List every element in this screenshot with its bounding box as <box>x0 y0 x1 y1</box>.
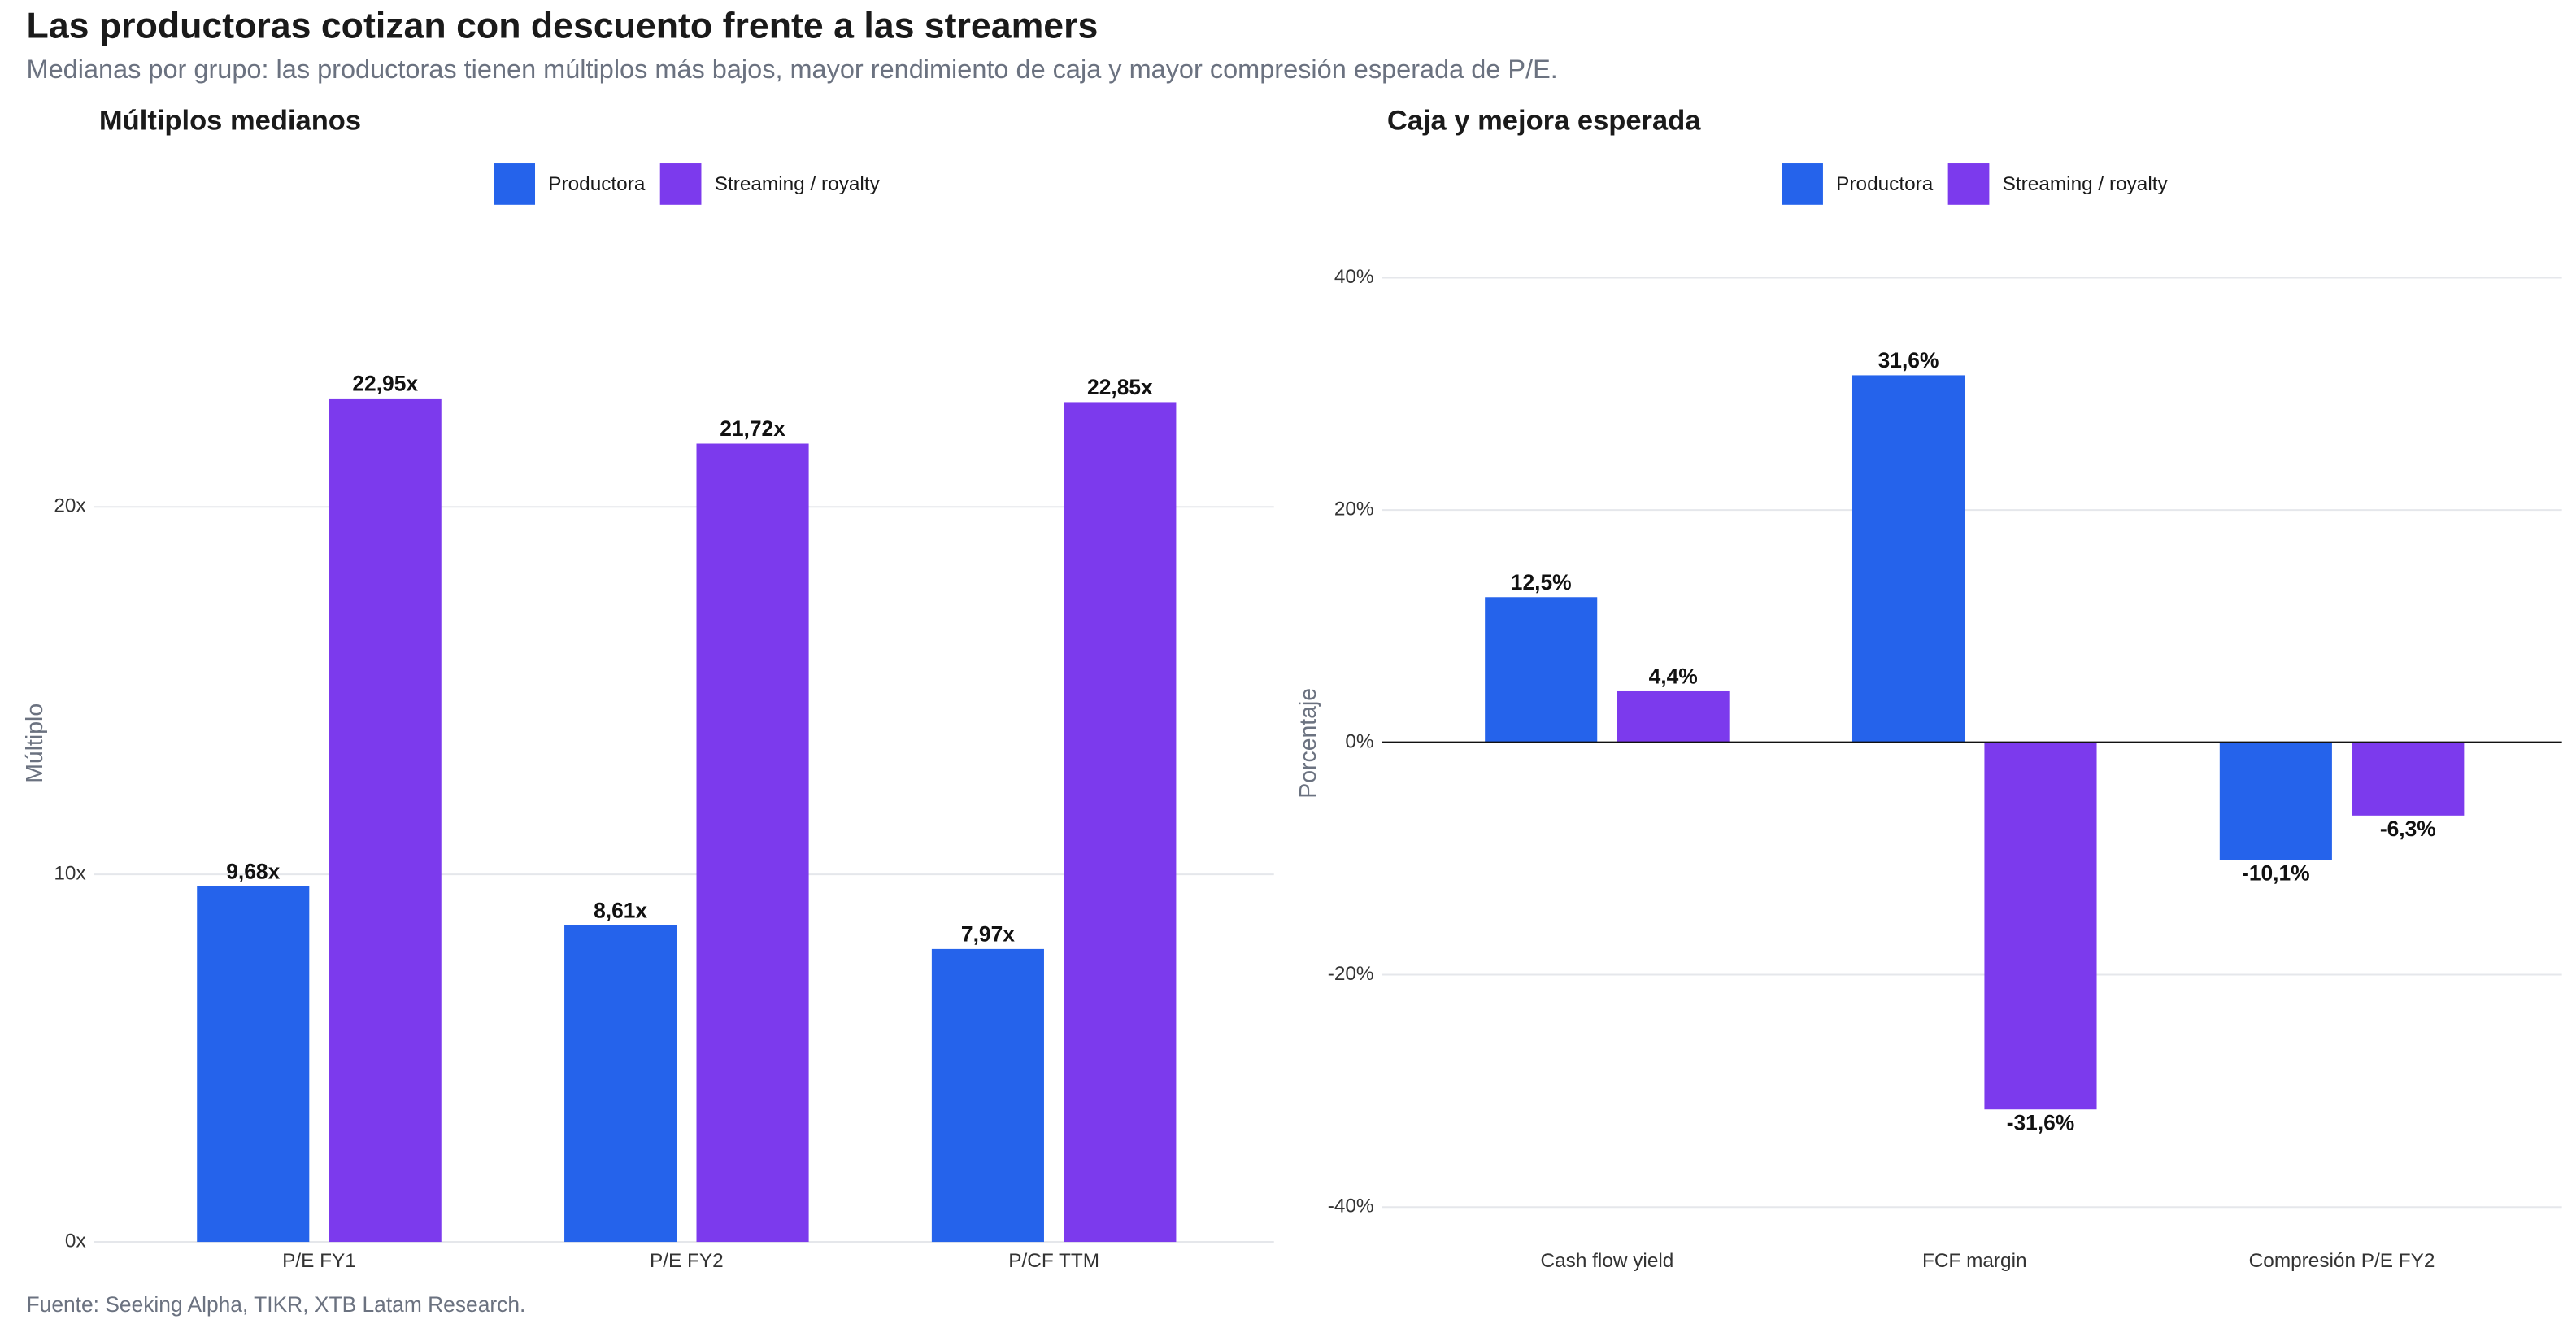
bar <box>197 886 310 1243</box>
bar <box>1852 375 1965 743</box>
value-label: 22,85x <box>1087 375 1153 399</box>
y-tick-label: 20% <box>1334 499 1374 520</box>
y-tick-label: -20% <box>1328 963 1374 985</box>
bar <box>1064 402 1177 1243</box>
bar <box>2352 742 2465 816</box>
x-tick-label: P/CF TTM <box>1008 1250 1099 1272</box>
x-tick-label: Compresión P/E FY2 <box>2249 1250 2435 1272</box>
figure-title: Las productoras cotizan con descuento fr… <box>27 6 1099 46</box>
bar <box>696 443 809 1243</box>
legend-label: Productora <box>548 173 646 195</box>
value-label: 21,72x <box>720 416 785 441</box>
x-tick-label: P/E FY2 <box>650 1250 724 1272</box>
y-axis-label: Porcentaje <box>1295 688 1321 799</box>
value-label: 8,61x <box>594 899 647 923</box>
legend-swatch <box>1782 163 1823 205</box>
figure-subtitle: Medianas por grupo: las productoras tien… <box>27 54 1558 84</box>
legend-swatch <box>659 163 702 205</box>
y-tick-label: 10x <box>54 863 85 885</box>
x-tick-label: P/E FY1 <box>282 1250 356 1272</box>
bar <box>931 948 1044 1243</box>
value-label: 9,68x <box>226 859 280 883</box>
y-axis-label: Múltiplo <box>22 703 48 783</box>
value-label: -6,3% <box>2380 817 2436 841</box>
value-label: -31,6% <box>2007 1110 2075 1135</box>
legend-swatch <box>494 163 536 205</box>
value-label: 12,5% <box>1511 570 1572 594</box>
panel-title: Caja y mejora esperada <box>1387 105 1701 136</box>
y-tick-label: 0x <box>65 1230 86 1252</box>
legend-label: Productora <box>1836 173 1934 195</box>
value-label: 31,6% <box>1878 348 1939 372</box>
value-label: 4,4% <box>1649 664 1698 689</box>
x-tick-label: Cash flow yield <box>1541 1250 1674 1272</box>
panel-title: Múltiplos medianos <box>99 105 361 136</box>
legend-label: Streaming / royalty <box>715 173 881 195</box>
bar <box>329 398 442 1243</box>
value-label: -10,1% <box>2242 860 2310 885</box>
bar <box>1485 597 1598 743</box>
legend-swatch <box>1947 163 1990 205</box>
x-tick-label: FCF margin <box>1922 1250 2027 1272</box>
source-note: Fuente: Seeking Alpha, TIKR, XTB Latam R… <box>27 1292 526 1317</box>
y-tick-label: -40% <box>1328 1196 1374 1217</box>
value-label: 7,97x <box>961 922 1015 947</box>
bar <box>1617 690 1730 743</box>
bar <box>2219 742 2332 860</box>
value-label: 22,95x <box>352 372 418 396</box>
bar <box>564 925 677 1243</box>
y-tick-label: 20x <box>54 495 85 517</box>
legend-label: Streaming / royalty <box>2003 173 2169 195</box>
y-tick-label: 40% <box>1334 266 1374 288</box>
bar <box>1984 742 2097 1110</box>
y-tick-label: 0% <box>1345 730 1373 752</box>
